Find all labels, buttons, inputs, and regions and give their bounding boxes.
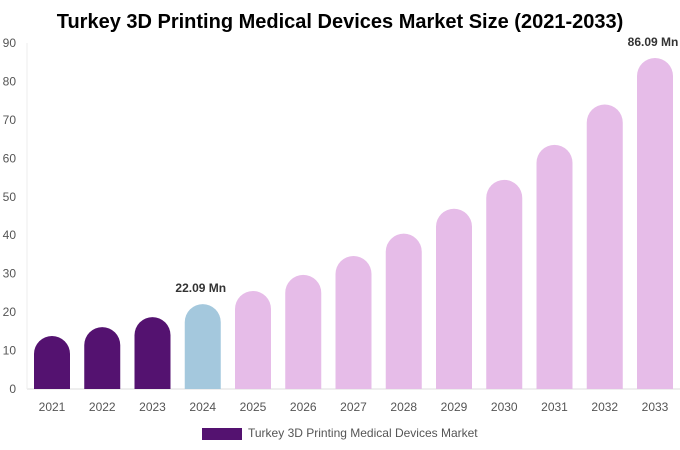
bar-2023[interactable] <box>134 317 171 389</box>
x-tick-label: 2024 <box>189 400 216 414</box>
x-tick-label: 2032 <box>591 400 618 414</box>
bar-2031[interactable] <box>536 144 573 389</box>
data-label: 86.09 Mn <box>628 35 679 49</box>
x-tick-label: 2025 <box>240 400 267 414</box>
x-tick-label: 2031 <box>541 400 568 414</box>
bar-2029[interactable] <box>436 208 472 389</box>
y-tick-label: 90 <box>3 36 17 50</box>
y-tick-label: 20 <box>3 305 17 319</box>
legend-label: Turkey 3D Printing Medical Devices Marke… <box>248 426 478 440</box>
bar-2024[interactable] <box>184 304 221 389</box>
x-tick-label: 2033 <box>642 400 669 414</box>
bar-2026[interactable] <box>285 274 322 389</box>
y-tick-label: 50 <box>3 190 17 204</box>
x-tick-label: 2029 <box>441 400 468 414</box>
legend-swatch <box>202 428 242 440</box>
y-tick-label: 0 <box>9 382 16 396</box>
bar-2028[interactable] <box>385 233 422 389</box>
x-tick-label: 2022 <box>89 400 116 414</box>
bar-2022[interactable] <box>84 327 121 389</box>
x-tick-label: 2030 <box>491 400 518 414</box>
bar-2027[interactable] <box>335 255 372 389</box>
x-tick-label: 2028 <box>390 400 417 414</box>
x-tick-label: 2021 <box>39 400 66 414</box>
chart-title: Turkey 3D Printing Medical Devices Marke… <box>57 11 624 33</box>
bar-2032[interactable] <box>586 104 623 389</box>
legend: Turkey 3D Printing Medical Devices Marke… <box>202 426 478 440</box>
y-tick-label: 40 <box>3 228 17 242</box>
data-label: 22.09 Mn <box>175 281 226 295</box>
y-tick-label: 70 <box>3 113 17 127</box>
x-tick-label: 2023 <box>139 400 166 414</box>
y-tick-label: 80 <box>3 74 17 88</box>
bar-2030[interactable] <box>486 179 523 389</box>
bar-2033[interactable] <box>637 58 673 390</box>
y-tick-label: 60 <box>3 151 17 165</box>
x-tick-label: 2026 <box>290 400 317 414</box>
bar-2021[interactable] <box>34 335 70 389</box>
y-tick-label: 30 <box>3 267 17 281</box>
x-tick-label: 2027 <box>340 400 367 414</box>
y-tick-label: 10 <box>3 344 17 358</box>
bar-2025[interactable] <box>235 290 271 389</box>
